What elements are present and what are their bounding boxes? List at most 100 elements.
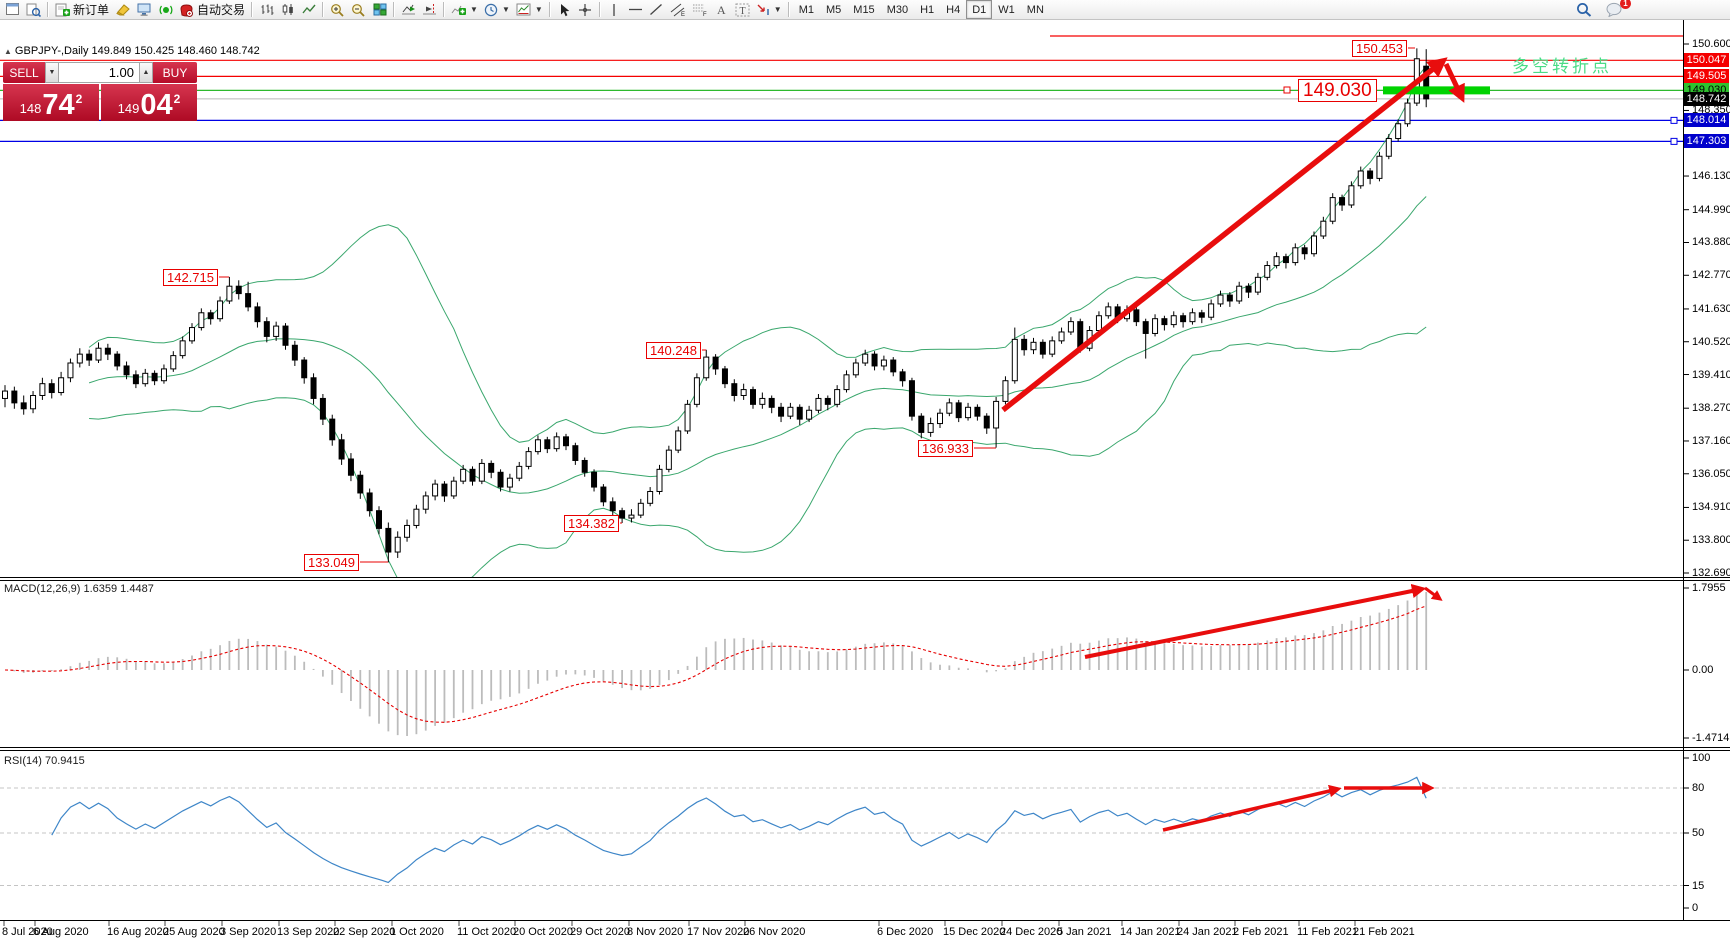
- candle-body: [123, 365, 130, 376]
- terminal-icon[interactable]: [134, 1, 155, 19]
- volume-input[interactable]: [59, 62, 139, 83]
- candle-body: [740, 389, 747, 396]
- bar-chart-mode-icon[interactable]: [256, 1, 277, 19]
- candle-body: [703, 356, 710, 379]
- candle-body: [619, 510, 626, 519]
- volume-increase-stepper[interactable]: ▲: [139, 62, 153, 83]
- line-chart-mode-icon[interactable]: [298, 1, 319, 19]
- search-icon[interactable]: [1573, 1, 1595, 19]
- sell-button[interactable]: SELL: [3, 62, 45, 83]
- price-annotation-149.030[interactable]: 149.030: [1298, 79, 1377, 102]
- timeframe-button-M30[interactable]: M30: [886, 3, 909, 16]
- candle-body: [1320, 220, 1327, 237]
- zoom-out-icon[interactable]: [348, 1, 369, 19]
- equidistant-channel-tool-icon[interactable]: E: [667, 1, 689, 19]
- price-annotation-142.715[interactable]: 142.715: [163, 269, 218, 286]
- fibonacci-tool-icon[interactable]: F: [689, 1, 711, 19]
- timeframe-button-M15[interactable]: M15: [853, 3, 875, 16]
- tile-windows-icon[interactable]: [369, 1, 390, 19]
- cursor-tool-icon[interactable]: [554, 1, 575, 19]
- candle-body: [946, 402, 953, 414]
- timeframe-button-M5[interactable]: M5: [826, 3, 842, 16]
- toolbar-separator: [393, 2, 396, 17]
- candle-body: [1292, 247, 1299, 264]
- sell-price-box[interactable]: 148 74 2: [3, 84, 99, 121]
- candle-body: [525, 451, 532, 467]
- new-order-button[interactable]: 新订单: [52, 1, 112, 19]
- candle-body: [1030, 341, 1037, 351]
- templates-icon[interactable]: ▼: [513, 1, 546, 19]
- bullish-trend-arrow[interactable]: [1001, 57, 1448, 413]
- rsi-trend-arrow-1[interactable]: [1162, 784, 1342, 832]
- macd-turn-arrow[interactable]: [1424, 586, 1443, 601]
- collapse-triangle-icon[interactable]: ▲: [4, 47, 12, 56]
- candle-body: [1376, 155, 1383, 179]
- zoom-in-icon[interactable]: [327, 1, 348, 19]
- candle-body: [142, 372, 149, 385]
- candle-body: [544, 439, 551, 450]
- price-annotation-140.248[interactable]: 140.248: [646, 342, 701, 359]
- auto-scroll-icon[interactable]: [398, 1, 419, 19]
- text-tool-icon[interactable]: A: [711, 1, 732, 19]
- bull-bear-turning-point-note[interactable]: 多空转折点: [1512, 57, 1612, 76]
- price-annotation-150.453[interactable]: 150.453: [1352, 40, 1407, 57]
- candle-body: [1095, 315, 1102, 332]
- bollinger-upper-band: [88, 65, 1427, 443]
- arrows-tool-icon[interactable]: ▼: [753, 1, 785, 19]
- candle-body: [263, 321, 270, 337]
- timeframe-button-MN[interactable]: MN: [1026, 3, 1044, 16]
- toolbar: 新订单 自动交易: [0, 0, 1730, 20]
- timeframe-button-W1[interactable]: W1: [998, 3, 1015, 16]
- candlestick-mode-icon[interactable]: [277, 1, 298, 19]
- print-preview-icon[interactable]: [23, 1, 44, 19]
- volume-decrease-stepper[interactable]: ▼: [45, 62, 59, 83]
- support-zone-bar[interactable]: [1383, 86, 1490, 95]
- candle-body: [1236, 285, 1243, 302]
- candle-body: [189, 327, 195, 342]
- price-annotation-134.382[interactable]: 134.382: [564, 515, 619, 532]
- indicators-icon[interactable]: ▼: [448, 1, 481, 19]
- periods-icon[interactable]: ▼: [481, 1, 513, 19]
- eraser-icon[interactable]: [112, 1, 134, 19]
- price-annotation-136.933[interactable]: 136.933: [918, 440, 973, 457]
- buy-button[interactable]: BUY: [153, 62, 197, 83]
- reversal-down-arrow[interactable]: [1443, 62, 1465, 103]
- text-label-tool-icon[interactable]: T: [732, 1, 753, 19]
- chat-icon[interactable]: 1: [1603, 0, 1631, 19]
- chart-shift-icon[interactable]: [419, 1, 440, 19]
- candle-body: [880, 359, 887, 367]
- candle-body: [834, 389, 841, 405]
- candle-body: [1273, 256, 1280, 267]
- trendline-tool-icon[interactable]: [646, 1, 667, 19]
- hline-handle[interactable]: [1670, 116, 1678, 124]
- timeframe-button-H1[interactable]: H1: [920, 3, 935, 16]
- candle-body: [1395, 123, 1402, 140]
- candle-body: [731, 383, 738, 396]
- candle-body: [778, 406, 785, 417]
- candle-body: [1198, 312, 1205, 318]
- timeframe-button-H4[interactable]: H4: [946, 3, 961, 16]
- vertical-line-tool-icon[interactable]: [604, 1, 625, 19]
- toolbar-separator: [598, 2, 601, 17]
- timeframe-button-M1[interactable]: M1: [798, 3, 814, 16]
- candle-body: [95, 347, 102, 361]
- candle-body: [1404, 102, 1411, 125]
- crosshair-tool-icon[interactable]: [575, 1, 596, 19]
- candle-body: [132, 374, 139, 385]
- timeframe-button-D1[interactable]: D1: [966, 0, 993, 19]
- macd-trend-arrow[interactable]: [1084, 583, 1427, 659]
- horizontal-line-tool-icon[interactable]: [625, 1, 646, 19]
- candle-body: [441, 483, 448, 497]
- label-anchor-handle[interactable]: [1283, 86, 1291, 94]
- auto-trading-button[interactable]: 自动交易: [176, 1, 248, 19]
- macd-signal-line: [4, 605, 1427, 723]
- price-annotation-133.049[interactable]: 133.049: [304, 554, 359, 571]
- candle-body: [1254, 276, 1261, 293]
- signal-icon[interactable]: [155, 1, 176, 19]
- candle-body: [114, 353, 121, 367]
- chart-window-icon[interactable]: [2, 1, 23, 19]
- sell-price-point: 2: [75, 92, 83, 106]
- buy-price-box[interactable]: 149 04 2: [101, 84, 197, 121]
- hline-handle[interactable]: [1670, 137, 1678, 145]
